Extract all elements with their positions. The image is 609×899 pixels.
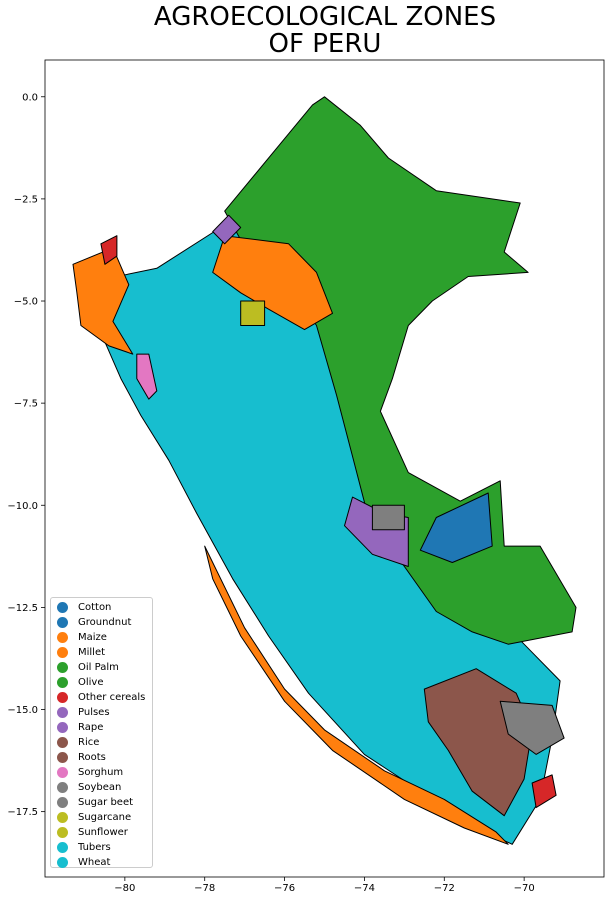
region-maize-3	[212, 235, 333, 331]
legend-marker-icon	[57, 857, 68, 868]
legend-marker-icon	[57, 707, 68, 718]
legend-label: Maize	[78, 632, 107, 643]
legend-marker-icon	[57, 617, 68, 628]
legend-label: Tubers	[78, 842, 111, 853]
x-tick-label: −72	[434, 883, 455, 894]
region-sorghum-13	[136, 353, 158, 400]
legend-marker-icon	[57, 662, 68, 673]
map-title: AGROECOLOGICAL ZONES OF PERU	[153, 2, 497, 59]
legend-label: Cotton	[78, 602, 112, 613]
x-tick-label: −74	[354, 883, 375, 894]
legend-label: Rape	[78, 722, 104, 733]
region-maize-6	[204, 545, 509, 845]
region-sugar-beet-9	[371, 504, 405, 531]
legend-marker-icon	[57, 842, 68, 853]
y-tick-label: 0.0	[22, 92, 38, 103]
legend-item: Pulses	[57, 705, 152, 720]
legend-item: Rice	[57, 735, 152, 750]
legend-item: Cotton	[57, 600, 152, 615]
legend-marker-icon	[57, 737, 68, 748]
legend-item: Maize	[57, 630, 152, 645]
legend-item: Wheat	[57, 855, 152, 870]
x-tick-label: −70	[514, 883, 535, 894]
y-tick-label: −12.5	[7, 603, 38, 614]
legend-item: Millet	[57, 645, 152, 660]
legend-marker-icon	[57, 797, 68, 808]
legend-marker-icon	[57, 677, 68, 688]
legend-marker-icon	[57, 602, 68, 613]
legend-marker-icon	[57, 647, 68, 658]
legend-marker-icon	[57, 632, 68, 643]
y-tick-label: −5.0	[14, 297, 38, 308]
region-other-cereals-12	[531, 774, 557, 809]
legend-marker-icon	[57, 782, 68, 793]
legend-label: Rice	[78, 737, 100, 748]
legend-label: Sugarcane	[78, 812, 132, 823]
region-maize-5	[72, 247, 134, 355]
legend-label: Sunflower	[78, 827, 128, 838]
x-tick-label: −78	[194, 883, 215, 894]
legend: Cotton Groundnut Maize Millet Oil Palm Olive O…	[50, 597, 153, 868]
y-tick-label: −2.5	[14, 194, 38, 205]
legend-marker-icon	[57, 722, 68, 733]
legend-item: Rape	[57, 720, 152, 735]
legend-label: Sugar beet	[78, 797, 134, 808]
legend-marker-icon	[57, 767, 68, 778]
legend-label: Soybean	[78, 782, 122, 793]
legend-label: Other cereals	[78, 692, 146, 703]
legend-item: Other cereals	[57, 690, 152, 705]
y-tick-label: −17.5	[7, 807, 38, 818]
legend-marker-icon	[57, 752, 68, 763]
legend-label: Wheat	[78, 857, 111, 868]
y-tick-label: −10.0	[7, 501, 38, 512]
legend-item: Groundnut	[57, 615, 152, 630]
y-tick-label: −7.5	[14, 399, 38, 410]
legend-label: Roots	[78, 752, 106, 763]
legend-item: Sugarcane	[57, 810, 152, 825]
legend-label: Pulses	[78, 707, 110, 718]
legend-item: Sorghum	[57, 765, 152, 780]
legend-label: Millet	[78, 647, 106, 658]
region-sugar-beet-8	[499, 700, 565, 755]
legend-label: Olive	[78, 677, 104, 688]
legend-item: Oil Palm	[57, 660, 152, 675]
x-tick-label: −80	[114, 883, 135, 894]
legend-item: Sunflower	[57, 825, 152, 840]
legend-label: Sorghum	[78, 767, 124, 778]
legend-marker-icon	[57, 827, 68, 838]
legend-item: Sugar beet	[57, 795, 152, 810]
legend-marker-icon	[57, 692, 68, 703]
region-sunflower-10	[240, 300, 266, 326]
legend-item: Roots	[57, 750, 152, 765]
y-tick-label: −15.0	[7, 705, 38, 716]
legend-item: Soybean	[57, 780, 152, 795]
region-pulses-14	[212, 214, 242, 245]
legend-marker-icon	[57, 812, 68, 823]
region-other-cereals-11	[100, 235, 118, 265]
legend-label: Groundnut	[78, 617, 132, 628]
legend-item: Tubers	[57, 840, 152, 855]
x-tick-label: −76	[274, 883, 295, 894]
region-cotton-2	[419, 492, 493, 563]
plot-frame	[44, 59, 605, 878]
legend-item: Olive	[57, 675, 152, 690]
legend-label: Oil Palm	[78, 662, 119, 673]
